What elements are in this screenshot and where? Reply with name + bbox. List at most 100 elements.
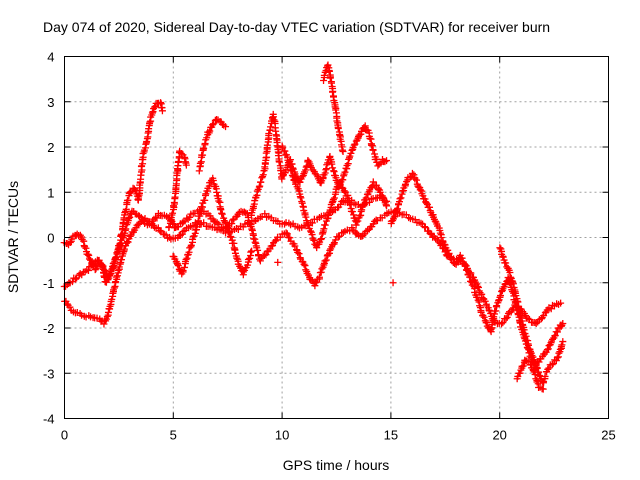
data-point (318, 265, 326, 273)
data-point (389, 279, 397, 287)
data-point (84, 250, 92, 258)
x-axis-label: GPS time / hours (283, 457, 390, 473)
y-tick-label: 0 (47, 231, 54, 246)
data-point (330, 194, 338, 202)
data-point (248, 247, 256, 255)
data-point (114, 266, 122, 274)
data-point (502, 259, 510, 267)
data-point (509, 280, 517, 288)
y-tick-label: 2 (47, 140, 54, 155)
data-point (321, 257, 329, 265)
data-point (559, 319, 567, 327)
data-point (277, 167, 285, 175)
data-point (103, 313, 111, 321)
data-point (256, 182, 264, 190)
data-point (496, 244, 504, 252)
data-point (526, 348, 534, 356)
data-point (310, 236, 318, 244)
data-point (227, 233, 235, 241)
data-point (262, 251, 270, 259)
data-point (170, 202, 178, 210)
data-point (112, 254, 120, 262)
y-axis-label: SDTVAR / TECUs (5, 181, 21, 293)
data-point (411, 175, 419, 183)
data-point (174, 260, 182, 268)
data-point (369, 178, 377, 186)
data-point (499, 319, 507, 327)
data-point (503, 313, 511, 321)
data-point (329, 88, 337, 96)
data-point (320, 225, 328, 233)
data-point (426, 229, 434, 237)
data-point (302, 213, 310, 221)
data-point (110, 284, 118, 292)
data-point (145, 125, 153, 133)
data-point (558, 341, 566, 349)
data-point (544, 365, 552, 373)
data-point (126, 232, 134, 240)
data-point (507, 273, 515, 281)
data-point (101, 266, 109, 274)
data-point (209, 176, 217, 184)
data-point (321, 221, 329, 229)
data-point (283, 230, 291, 238)
data-point (222, 123, 230, 131)
data-point (448, 255, 456, 263)
data-point (301, 262, 309, 270)
data-point (254, 246, 262, 254)
data-point (309, 235, 317, 243)
x-tick-label: 15 (384, 428, 398, 443)
data-point (262, 149, 270, 157)
data-point (307, 227, 315, 235)
data-point (253, 187, 261, 195)
data-point (334, 124, 342, 132)
data-point (243, 210, 251, 218)
data-point (327, 79, 335, 87)
data-point (417, 219, 425, 227)
data-point (281, 220, 289, 228)
data-point (156, 227, 164, 235)
data-point (213, 219, 221, 227)
data-point (286, 234, 294, 242)
data-point (250, 217, 258, 225)
data-point (326, 246, 334, 254)
data-point (308, 231, 316, 239)
data-point (317, 268, 325, 276)
data-point (350, 141, 358, 149)
data-point (344, 194, 352, 202)
y-tick-label: 1 (47, 185, 54, 200)
data-point (551, 331, 559, 339)
data-point (124, 238, 132, 246)
data-point (322, 256, 330, 264)
data-point (218, 209, 226, 217)
data-point (278, 175, 286, 183)
data-point (265, 129, 273, 137)
data-point (200, 144, 208, 152)
data-point (445, 249, 453, 257)
data-point (529, 367, 537, 375)
data-point (381, 158, 389, 166)
data-point (543, 346, 551, 354)
data-point (347, 149, 355, 157)
y-tick-label: 4 (47, 50, 54, 65)
data-point (517, 312, 525, 320)
data-point (256, 257, 264, 265)
data-point (165, 223, 173, 231)
data-point (300, 260, 308, 268)
chart-title: Day 074 of 2020, Sidereal Day-to-day VTE… (43, 19, 550, 35)
data-point (524, 341, 532, 349)
data-point (509, 278, 517, 286)
data-point (359, 201, 367, 209)
data-point (461, 262, 469, 270)
data-point (66, 239, 74, 247)
plot-points (60, 61, 567, 393)
data-point (362, 194, 370, 202)
data-point (325, 67, 333, 75)
data-point (326, 74, 334, 82)
data-point (295, 250, 303, 258)
data-point (206, 127, 214, 135)
data-point (233, 254, 241, 262)
data-point (557, 299, 565, 307)
data-point (499, 253, 507, 261)
y-tick-label: 3 (47, 95, 54, 110)
